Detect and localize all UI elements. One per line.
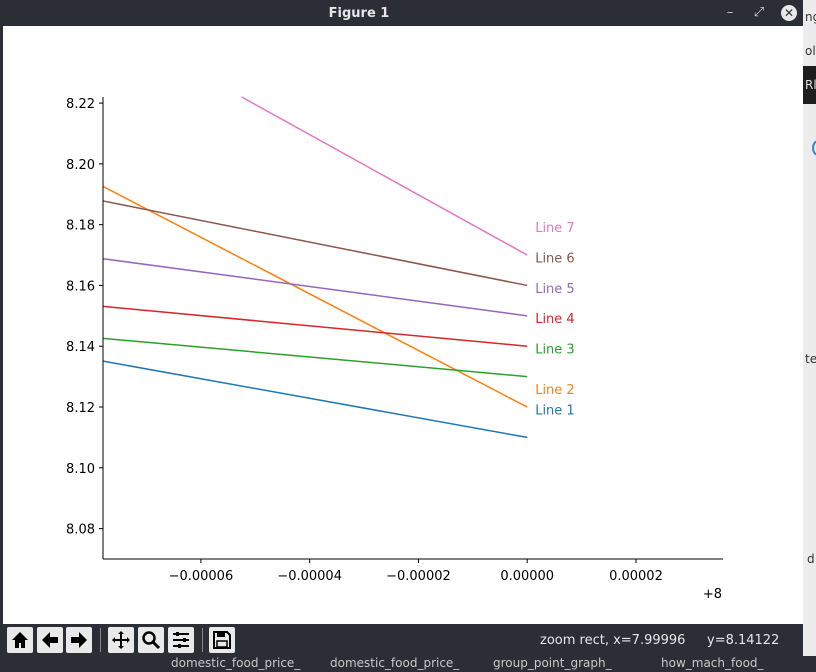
y-tick-label: 8.12 bbox=[66, 401, 95, 416]
home-icon bbox=[12, 632, 28, 648]
line-chart: Line 1 Line 2 Line 3 Line 4 Line 5 Line 6 Line… bbox=[66, 96, 723, 602]
series-line-1 bbox=[102, 360, 528, 439]
y-tick-label: 8.08 bbox=[66, 523, 95, 538]
navigation-toolbar: zoom rect, x=7.99996 y=8.14122 bbox=[0, 624, 803, 656]
series-line-7 bbox=[241, 96, 528, 256]
x-tick-label: −0.00004 bbox=[277, 569, 342, 584]
sliders-icon bbox=[173, 632, 189, 648]
y-tick-label: 8.16 bbox=[66, 279, 95, 294]
y-tick-label: 8.20 bbox=[66, 158, 95, 173]
background-text-fragment: ol bbox=[805, 44, 816, 58]
back-button[interactable] bbox=[37, 627, 63, 653]
maximize-icon[interactable]: ⤢ bbox=[753, 5, 765, 20]
minimize-icon[interactable]: – bbox=[726, 5, 734, 20]
series-label-6: Line 6 bbox=[535, 251, 575, 266]
axes-layer: 8.08 8.10 8.12 8.14 8.16 8.18 8.20 8.22 −0.00006… bbox=[66, 97, 723, 602]
series-line-5 bbox=[102, 257, 528, 317]
background-text-fragment: te bbox=[805, 352, 816, 366]
configure-subplots-button[interactable] bbox=[168, 627, 194, 653]
series-label-3: Line 3 bbox=[535, 343, 575, 358]
background-tab: domestic_food_price_ bbox=[330, 656, 460, 670]
series-layer: Line 1 Line 2 Line 3 Line 4 Line 5 Line 6 Line… bbox=[102, 96, 575, 439]
series-label-1: Line 1 bbox=[535, 403, 575, 418]
x-offset-label: +8 bbox=[703, 587, 722, 602]
series-line-4 bbox=[102, 305, 528, 347]
save-figure-button[interactable] bbox=[209, 627, 235, 653]
series-label-7: Line 7 bbox=[535, 221, 575, 236]
y-tick-label: 8.14 bbox=[66, 340, 95, 355]
title-bar[interactable]: Figure 1 – ⤢ ✕ bbox=[0, 0, 803, 26]
window-title: Figure 1 bbox=[328, 6, 390, 21]
background-tab: how_mach_food_ bbox=[661, 656, 764, 670]
background-tab: group_point_graph_ bbox=[493, 656, 612, 670]
close-icon[interactable]: ✕ bbox=[781, 5, 797, 21]
background-taskbar bbox=[0, 656, 816, 672]
x-tick-label: 0.00002 bbox=[609, 569, 663, 584]
toolbar-separator bbox=[100, 628, 101, 652]
x-tick-label: −0.00002 bbox=[386, 569, 451, 584]
y-tick-label: 8.18 bbox=[66, 219, 95, 234]
background-dark-strip: Rl bbox=[803, 66, 816, 104]
pan-arrows-icon bbox=[112, 631, 130, 649]
series-label-4: Line 4 bbox=[535, 312, 575, 327]
forward-arrow-icon bbox=[71, 632, 87, 648]
series-label-5: Line 5 bbox=[535, 282, 575, 297]
background-text-fragment: Rl bbox=[805, 78, 816, 92]
figure-canvas[interactable]: Line 1 Line 2 Line 3 Line 4 Line 5 Line 6 Line… bbox=[3, 26, 803, 624]
zoom-button[interactable] bbox=[138, 627, 164, 653]
series-line-3 bbox=[102, 337, 528, 378]
background-text-fragment: ng bbox=[805, 10, 816, 24]
background-app-edge: ng ol te d bbox=[803, 0, 816, 672]
floppy-disk-icon bbox=[213, 631, 231, 649]
cursor-status: zoom rect, x=7.99996 bbox=[540, 633, 686, 648]
x-tick-label: −0.00006 bbox=[169, 569, 234, 584]
back-arrow-icon bbox=[42, 632, 58, 648]
x-tick-label: 0.00000 bbox=[500, 569, 554, 584]
series-label-2: Line 2 bbox=[535, 383, 575, 398]
pan-button[interactable] bbox=[108, 627, 134, 653]
cursor-status-y: y=8.14122 bbox=[707, 633, 780, 648]
forward-button[interactable] bbox=[66, 627, 92, 653]
background-text-fragment: d bbox=[807, 552, 815, 566]
y-tick-label: 8.22 bbox=[66, 97, 95, 112]
background-tab: domestic_food_price_ bbox=[171, 656, 301, 670]
home-button[interactable] bbox=[7, 627, 33, 653]
series-line-6 bbox=[102, 200, 528, 287]
toolbar-separator bbox=[202, 628, 203, 652]
magnifier-icon bbox=[142, 631, 161, 650]
y-tick-label: 8.10 bbox=[66, 462, 95, 477]
